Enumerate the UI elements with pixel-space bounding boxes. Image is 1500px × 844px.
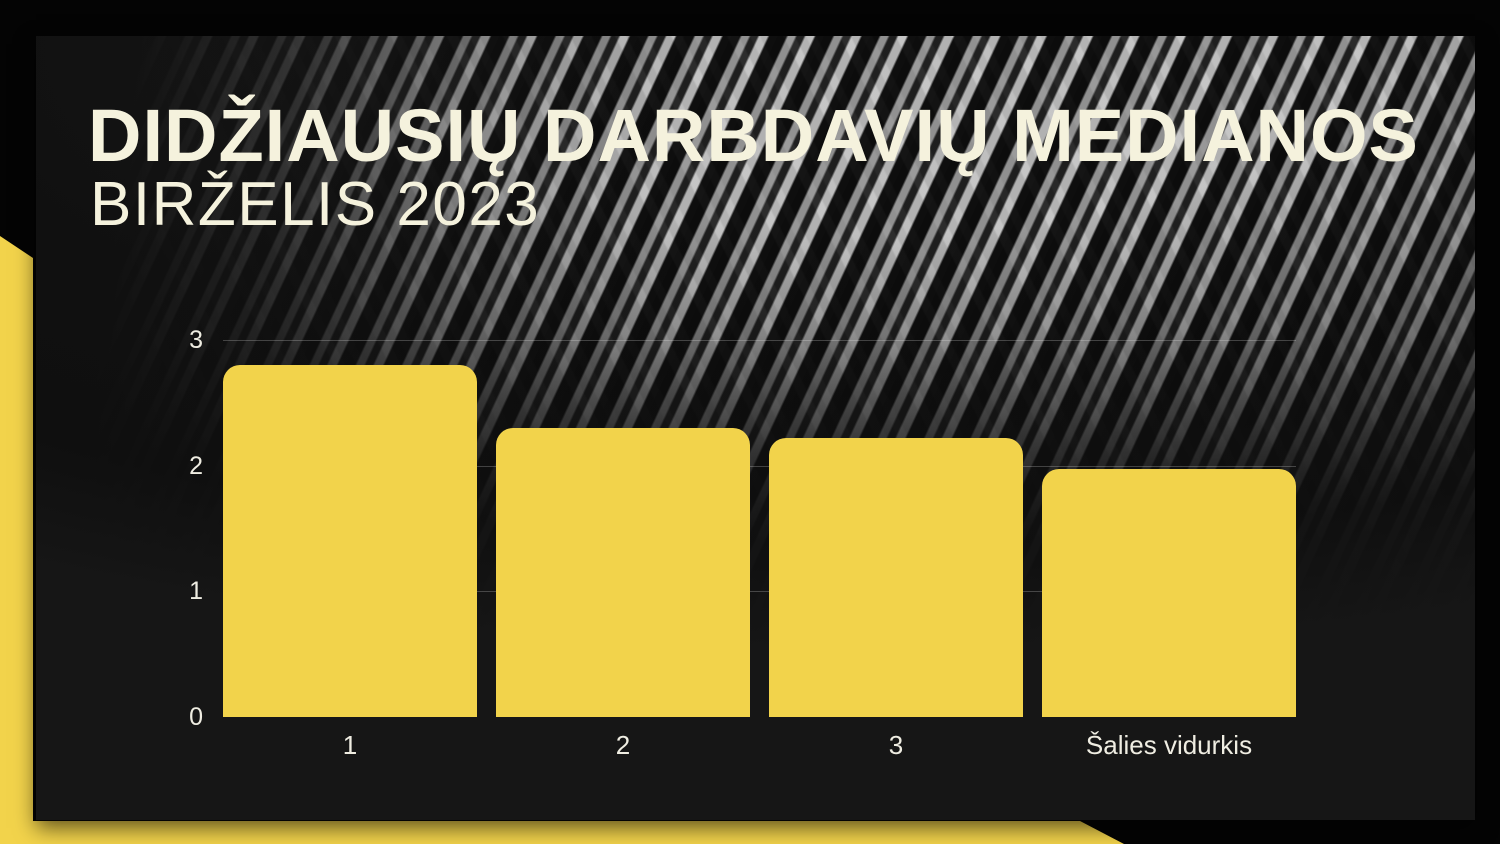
x-axis-category-label: Šalies vidurkis: [1085, 730, 1253, 760]
slide-title: DIDŽIAUSIŲ DARBDAVIŲ MEDIANOS: [88, 94, 1419, 177]
slide-subtitle: BIRŽELIS 2023: [90, 170, 541, 239]
chart-gridline: [223, 466, 1296, 467]
bar: [223, 365, 477, 717]
chart-gridline: [223, 591, 1296, 592]
y-axis-tick-label: 1: [189, 577, 203, 605]
bar: [496, 428, 750, 717]
bar: [1042, 469, 1296, 717]
y-axis-tick-label: 2: [189, 452, 203, 480]
y-axis-tick-label: 0: [189, 703, 203, 731]
bar-chart: 0 1 2 3 1 2 3 Šalies vidurkis: [36, 36, 1475, 820]
x-axis-category-label: 2: [615, 730, 631, 760]
chart-gridline: [223, 340, 1296, 341]
x-axis-category-label: 3: [888, 730, 904, 760]
x-axis-category-label: 1: [342, 730, 358, 760]
bar: [769, 438, 1023, 717]
slide-panel: DIDŽIAUSIŲ DARBDAVIŲ MEDIANOS BIRŽELIS 2…: [36, 36, 1475, 820]
y-axis-tick-label: 3: [189, 326, 203, 354]
